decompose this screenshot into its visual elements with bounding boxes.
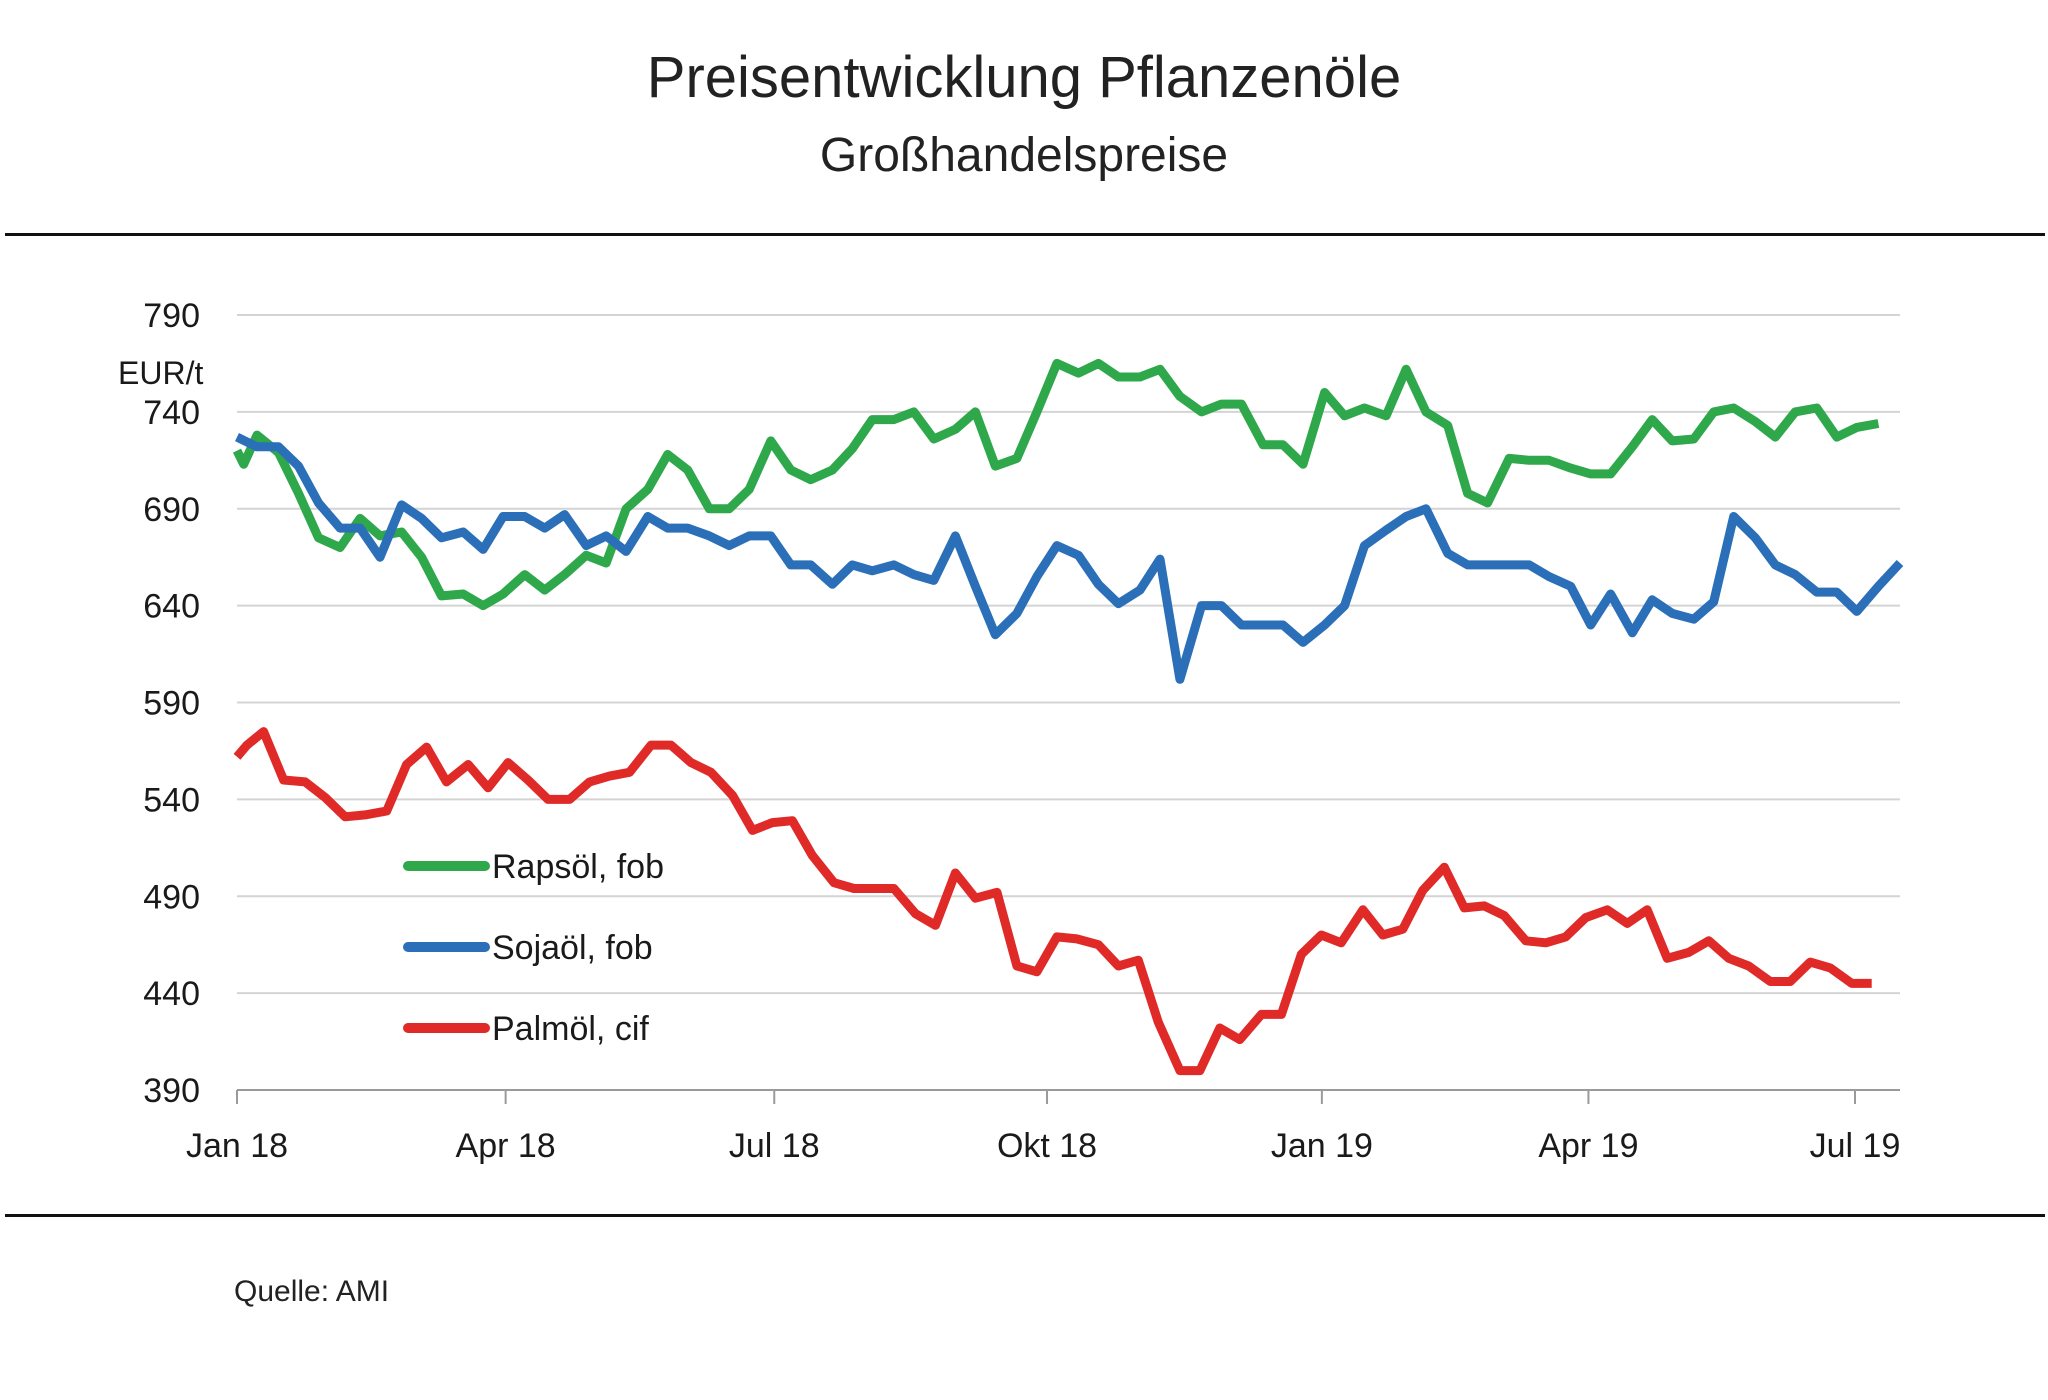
series-lines	[232, 358, 1904, 1076]
chart-title: Preisentwicklung Pflanzenöle	[646, 45, 1402, 110]
x-tick-label: Jul 18	[729, 1127, 820, 1165]
gridlines	[237, 314, 1900, 995]
chart-subtitle: Großhandelspreise	[819, 129, 1229, 182]
series-line-palml	[233, 727, 1872, 1076]
y-tick-label: 540	[143, 781, 200, 819]
x-tick-label: Jul 19	[1810, 1127, 1901, 1165]
y-tick-label: 690	[143, 491, 200, 529]
y-tick-label: 490	[143, 878, 200, 916]
x-tick-label: Apr 19	[1538, 1127, 1638, 1165]
series-line-rapsl	[232, 358, 1880, 611]
y-tick-label: 590	[143, 685, 200, 723]
axes: 390 440 490 540 590 640 690 740 790 Jan 18 Apr 18 J…	[143, 297, 1900, 1165]
source-note: Quelle: AMI	[234, 1275, 390, 1308]
x-tick-label: Apr 18	[456, 1127, 556, 1165]
x-tick-label: Jan 18	[186, 1127, 288, 1165]
legend: Rapsöl, fob Sojaöl, fob Palmöl, cif	[403, 848, 664, 1048]
legend-label: Rapsöl, fob	[492, 848, 664, 886]
y-axis-label: EUR/t	[118, 355, 203, 391]
top-divider	[5, 233, 2045, 236]
bottom-divider	[5, 1214, 2045, 1217]
y-tick-label: 440	[143, 975, 200, 1013]
legend-label: Palmöl, cif	[492, 1010, 649, 1048]
x-tick-label: Jan 19	[1271, 1127, 1373, 1165]
series-line-sojal	[235, 433, 1904, 684]
legend-label: Sojaöl, fob	[492, 929, 653, 967]
y-tick-label: 740	[143, 394, 200, 432]
y-tick-label: 390	[143, 1072, 200, 1110]
y-tick-label: 640	[143, 588, 200, 626]
x-tick-label: Okt 18	[997, 1127, 1097, 1165]
y-tick-label: 790	[143, 297, 200, 335]
